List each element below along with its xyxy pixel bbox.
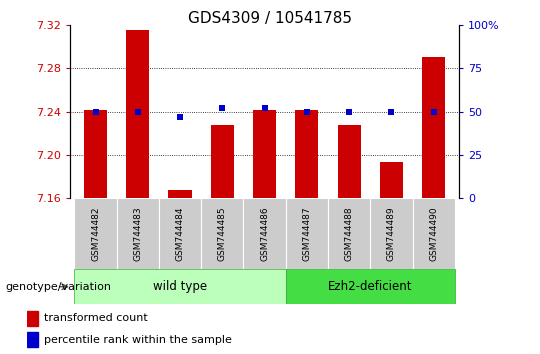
Text: percentile rank within the sample: percentile rank within the sample — [44, 335, 232, 345]
Text: GSM744489: GSM744489 — [387, 206, 396, 261]
Bar — [75, 269, 286, 304]
Text: GSM744484: GSM744484 — [176, 206, 185, 261]
Point — [260, 105, 269, 111]
Point — [302, 109, 311, 114]
Text: GSM744483: GSM744483 — [133, 206, 143, 261]
Text: Ezh2-deficient: Ezh2-deficient — [328, 280, 413, 293]
Bar — [422, 57, 446, 198]
Text: GSM744490: GSM744490 — [429, 206, 438, 261]
Bar — [370, 198, 413, 269]
Bar — [253, 110, 276, 198]
Bar — [244, 198, 286, 269]
Bar — [168, 190, 192, 198]
Bar — [328, 198, 370, 269]
Bar — [338, 125, 361, 198]
Point — [345, 109, 354, 114]
Text: GSM744485: GSM744485 — [218, 206, 227, 261]
Point — [429, 109, 438, 114]
Text: GDS4309 / 10541785: GDS4309 / 10541785 — [188, 11, 352, 25]
Bar — [27, 332, 38, 347]
Point — [91, 109, 100, 114]
Text: GSM744486: GSM744486 — [260, 206, 269, 261]
Bar — [117, 198, 159, 269]
Point — [218, 105, 227, 111]
Bar — [211, 125, 234, 198]
Point — [176, 114, 184, 120]
Text: genotype/variation: genotype/variation — [5, 282, 111, 292]
Text: wild type: wild type — [153, 280, 207, 293]
Point — [387, 109, 396, 114]
Bar — [126, 30, 150, 198]
Text: GSM744482: GSM744482 — [91, 206, 100, 261]
Text: transformed count: transformed count — [44, 313, 148, 324]
Bar — [159, 198, 201, 269]
Text: GSM744488: GSM744488 — [345, 206, 354, 261]
Bar — [413, 198, 455, 269]
Bar — [286, 198, 328, 269]
Text: GSM744487: GSM744487 — [302, 206, 312, 261]
Bar — [380, 162, 403, 198]
Point — [133, 109, 142, 114]
Bar — [84, 110, 107, 198]
Bar — [75, 198, 117, 269]
Bar — [295, 110, 319, 198]
Bar — [286, 269, 455, 304]
Bar — [27, 311, 38, 326]
Bar — [201, 198, 244, 269]
